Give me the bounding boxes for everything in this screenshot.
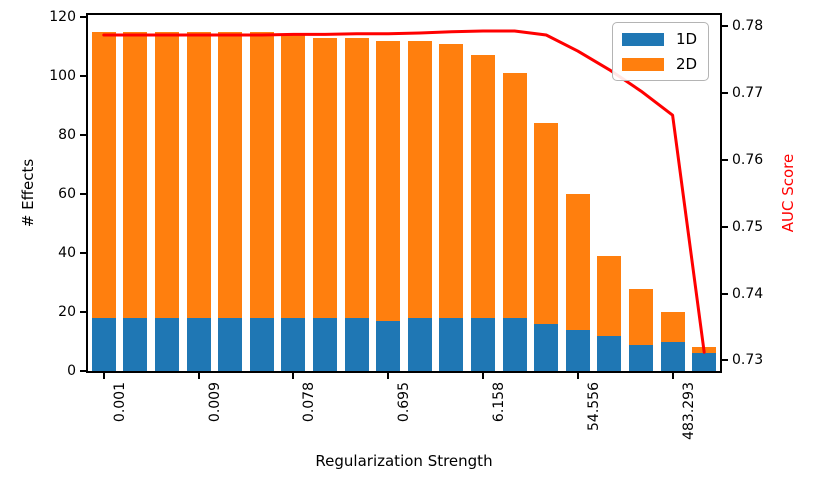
bar-2d-segment bbox=[629, 288, 653, 345]
bar-2d-segment bbox=[534, 123, 559, 324]
bar-1d-segment bbox=[218, 317, 243, 371]
bar-1d-segment bbox=[565, 329, 590, 371]
y-left-tick-label: 60 bbox=[58, 186, 76, 202]
bar-2d-segment bbox=[597, 256, 622, 336]
bar-2d-segment bbox=[155, 31, 179, 318]
legend-label-2d: 2D bbox=[676, 55, 698, 73]
y-right-tick-label: 0.73 bbox=[732, 352, 764, 369]
x-tick-label: 6.158 bbox=[491, 382, 507, 423]
bar-1d-segment bbox=[123, 317, 148, 371]
x-tick-label: 0.078 bbox=[301, 382, 318, 423]
bar-1d-segment bbox=[407, 317, 432, 371]
bar-2d-segment bbox=[249, 31, 274, 318]
bar-1d-segment bbox=[692, 353, 717, 371]
y-axis-title-right: AUC Score bbox=[779, 153, 797, 233]
x-tick-mark bbox=[197, 373, 200, 379]
bar-1d-segment bbox=[471, 317, 495, 371]
y-right-tick-label: 0.78 bbox=[732, 18, 764, 35]
bar-2d-segment bbox=[218, 31, 243, 318]
y-left-tick-mark bbox=[80, 311, 86, 313]
y-left-tick-label: 0 bbox=[67, 363, 76, 379]
y-right-tick-label: 0.75 bbox=[732, 218, 764, 235]
bar-2d-segment bbox=[281, 34, 306, 318]
auc-line bbox=[102, 29, 706, 354]
bar-2d-segment bbox=[186, 31, 211, 318]
legend: 1D 2D bbox=[612, 22, 710, 81]
bar-2d-segment bbox=[344, 37, 369, 318]
y-left-tick-label: 20 bbox=[58, 304, 76, 320]
legend-entry-2d: 2D bbox=[622, 55, 697, 73]
bar-1d-segment bbox=[186, 317, 211, 371]
x-tick-mark bbox=[292, 373, 295, 379]
y-left-tick-label: 40 bbox=[58, 245, 76, 261]
x-tick-mark bbox=[387, 373, 390, 379]
y-right-tick-mark bbox=[722, 359, 728, 362]
bar-2d-segment bbox=[439, 43, 464, 318]
bar-1d-segment bbox=[439, 317, 464, 371]
bar-2d-segment bbox=[565, 194, 590, 330]
y-right-tick-mark bbox=[722, 292, 728, 295]
bar-1d-segment bbox=[534, 323, 559, 371]
y-right-tick-label: 0.74 bbox=[732, 285, 764, 302]
x-tick-mark bbox=[482, 373, 484, 379]
bar-1d-segment bbox=[502, 317, 527, 371]
y-left-tick-mark bbox=[80, 16, 86, 19]
auc-line-layer bbox=[102, 29, 706, 354]
bar-2d-segment bbox=[376, 40, 401, 321]
y-right-tick-mark bbox=[722, 158, 728, 161]
bar-2d-segment bbox=[502, 73, 527, 318]
bar-1d-segment bbox=[629, 344, 653, 371]
y-right-tick-label: 0.76 bbox=[732, 151, 764, 168]
y-left-tick-mark bbox=[80, 193, 86, 195]
bar-1d-segment bbox=[597, 335, 622, 371]
bar-1d-segment bbox=[155, 317, 179, 371]
y-left-tick-mark bbox=[80, 252, 86, 254]
bar-2d-segment bbox=[313, 37, 337, 318]
x-tick-mark bbox=[671, 373, 674, 379]
bar-2d-segment bbox=[91, 31, 116, 318]
bar-1d-segment bbox=[249, 317, 274, 371]
x-tick-label: 0.001 bbox=[111, 382, 128, 423]
y-axis-title-left: # Effects bbox=[19, 158, 37, 228]
x-tick-label: 483.293 bbox=[680, 382, 697, 440]
bar-2d-segment bbox=[123, 31, 148, 318]
legend-label-1d: 1D bbox=[676, 30, 698, 48]
y-left-tick-label: 100 bbox=[49, 68, 76, 85]
x-axis-title: Regularization Strength bbox=[315, 452, 493, 470]
x-tick-label: 54.556 bbox=[585, 382, 602, 431]
legend-swatch-2d bbox=[622, 57, 664, 71]
bar-1d-segment bbox=[313, 317, 337, 371]
bar-2d-segment bbox=[407, 40, 432, 318]
y-left-tick-label: 120 bbox=[49, 9, 76, 26]
bar-1d-segment bbox=[376, 320, 401, 371]
bar-1d-segment bbox=[660, 341, 685, 371]
x-tick-mark bbox=[102, 373, 105, 379]
y-right-tick-mark bbox=[722, 25, 728, 28]
y-right-tick-mark bbox=[722, 225, 728, 228]
bar-1d-segment bbox=[344, 317, 369, 371]
y-right-tick-label: 0.77 bbox=[732, 85, 764, 102]
y-left-tick-mark bbox=[80, 75, 86, 78]
y-left-tick-mark bbox=[80, 134, 86, 136]
legend-swatch-1d bbox=[622, 32, 664, 46]
y-left-tick-label: 80 bbox=[58, 127, 76, 143]
bar-2d-segment bbox=[660, 312, 685, 342]
y-left-tick-mark bbox=[80, 370, 86, 372]
x-tick-label: 0.009 bbox=[206, 382, 223, 423]
x-tick-label: 0.695 bbox=[396, 382, 413, 423]
bar-2d-segment bbox=[471, 55, 495, 318]
legend-entry-1d: 1D bbox=[622, 30, 697, 48]
x-tick-mark bbox=[576, 373, 579, 379]
bar-1d-segment bbox=[281, 317, 306, 371]
bar-1d-segment bbox=[91, 317, 116, 371]
y-right-tick-mark bbox=[722, 92, 728, 95]
